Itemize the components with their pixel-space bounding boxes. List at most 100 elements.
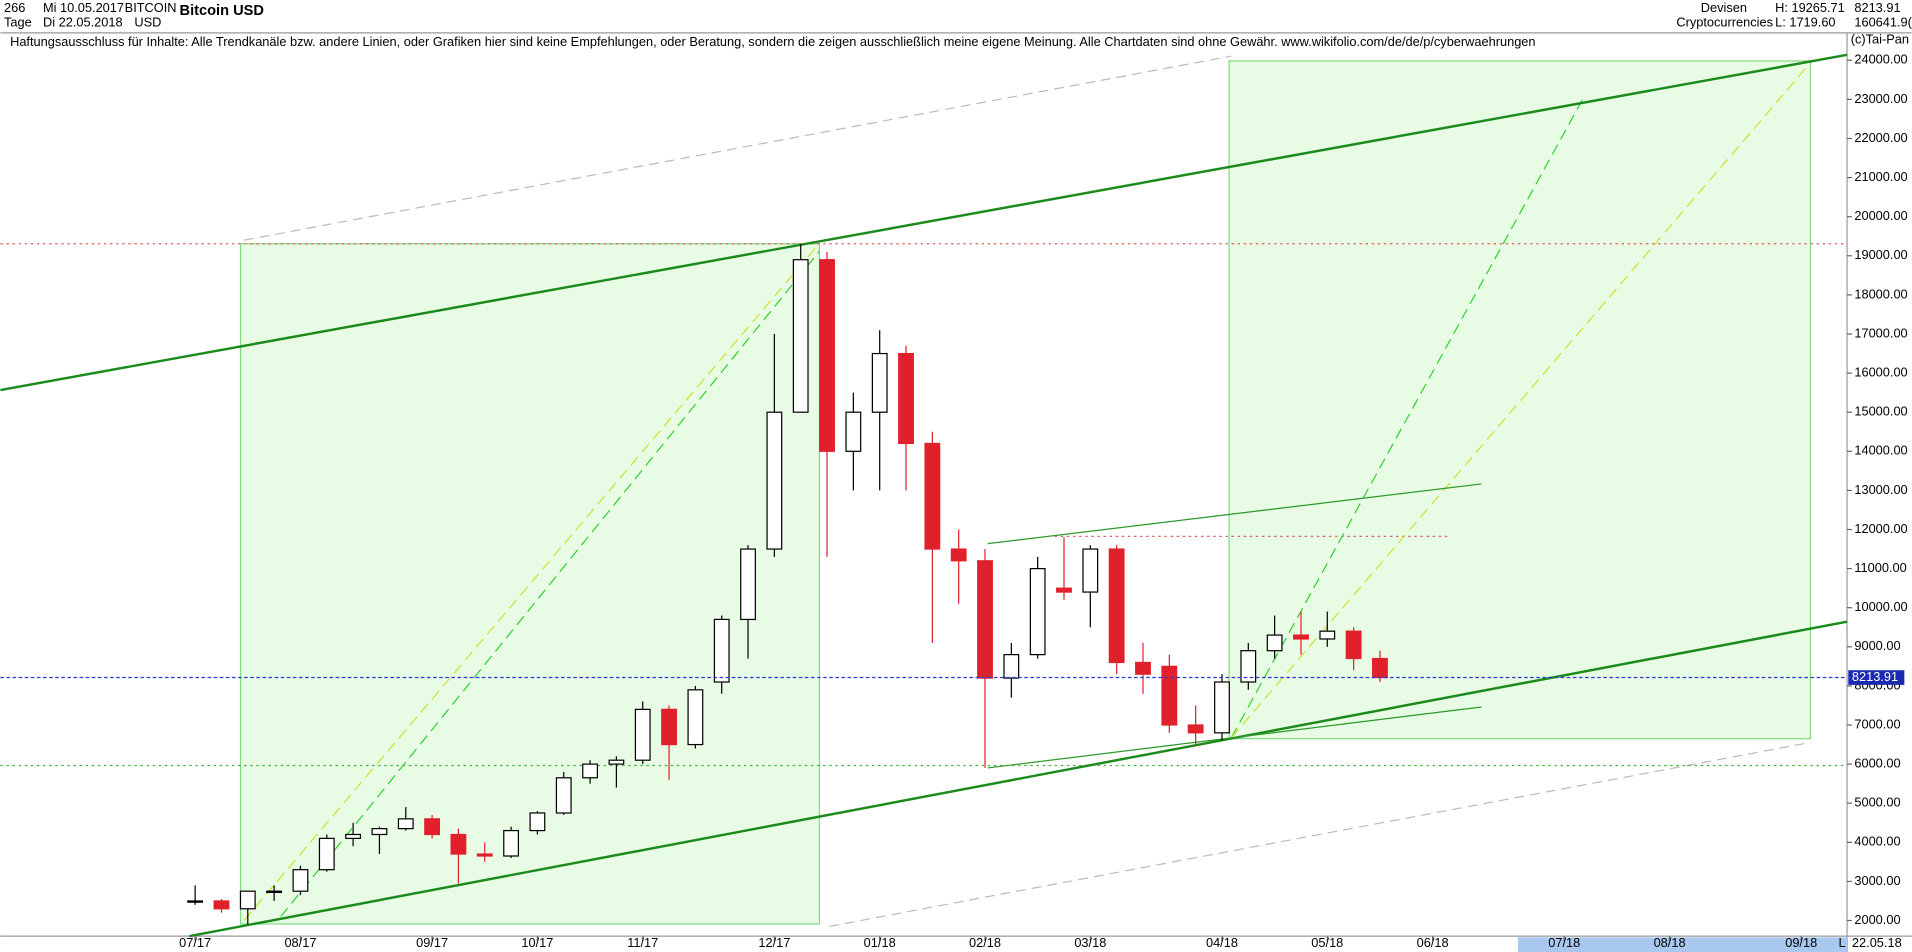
candle-body — [924, 442, 941, 550]
last-price-label: 8213.91 — [1852, 669, 1898, 684]
y-tick-label: 17000.00 — [1854, 325, 1907, 340]
header-high: H: 19265.71 — [1775, 0, 1845, 15]
projection-diagonal — [243, 245, 818, 921]
candle-body — [555, 777, 572, 814]
candle-body — [898, 352, 914, 445]
x-tick-label: 10/17 — [521, 935, 553, 950]
candle-body — [450, 833, 467, 855]
candle-body — [371, 828, 388, 836]
candle-body — [1319, 630, 1336, 640]
candle-body — [318, 837, 335, 871]
x-tick-label: 08/17 — [284, 935, 316, 950]
candle-body — [345, 833, 362, 840]
header-symbol: BITCOIN — [125, 0, 177, 15]
y-tick-label: 4000.00 — [1854, 834, 1900, 849]
y-tick-label: 14000.00 — [1854, 443, 1907, 458]
candle-body — [397, 818, 414, 830]
candle-body — [266, 890, 283, 894]
x-tick-label: 04/18 — [1206, 935, 1238, 950]
y-tick-label: 20000.00 — [1854, 208, 1907, 223]
candle-body — [766, 411, 783, 550]
candle-body — [819, 259, 835, 452]
candle-body — [950, 548, 967, 562]
copyright: (c)Tai-Pan — [1851, 32, 1909, 47]
y-tick-label: 22000.00 — [1854, 130, 1907, 145]
candle-body — [713, 618, 730, 683]
candle-body — [1214, 681, 1230, 734]
x-tick-label: 06/18 — [1417, 935, 1449, 950]
y-tick-label: 5000.00 — [1854, 795, 1900, 810]
candle-body — [1240, 650, 1257, 683]
y-tick-label: 21000.00 — [1854, 169, 1907, 184]
x-tick-label: 07/18 — [1548, 935, 1580, 950]
candle-body — [871, 352, 888, 413]
candle-body — [1082, 548, 1099, 593]
y-tick-label: 15000.00 — [1854, 404, 1907, 419]
candle-body — [476, 853, 493, 857]
candle-body — [1266, 634, 1283, 652]
y-tick-label: 23000.00 — [1854, 91, 1907, 106]
candle-body — [1161, 665, 1178, 726]
candle-body — [1345, 630, 1362, 660]
y-tick-label: 18000.00 — [1854, 286, 1907, 301]
y-tick-label: 24000.00 — [1854, 52, 1907, 67]
x-tick-label: 01/18 — [864, 935, 896, 950]
triangle-line — [987, 706, 1482, 769]
future-band — [1517, 937, 1848, 952]
last-price-box — [1848, 670, 1905, 685]
y-tick-label: 7000.00 — [1854, 716, 1900, 731]
header: 266 Mi 10.05.2017 BITCOIN Tage Di 22.05.… — [4, 0, 1912, 950]
candle-body — [187, 900, 204, 903]
candle-body — [292, 869, 309, 892]
candle-body — [1003, 654, 1020, 679]
x-tick-label: 05/18 — [1311, 935, 1343, 950]
candle-body — [1372, 657, 1388, 679]
header-last: 8213.91 — [1854, 0, 1900, 15]
candle-body — [608, 759, 625, 765]
disclaimer: Haftungsausschluss für Inhalte: Alle Tre… — [10, 34, 1535, 49]
candle-body — [1293, 634, 1309, 640]
projection-diagonal — [1230, 94, 1586, 738]
chart-title: Bitcoin USD — [180, 3, 264, 19]
candle-body — [424, 818, 441, 836]
candle-body — [213, 900, 230, 910]
trend-channel-top — [0, 53, 1848, 392]
candle-body — [634, 708, 651, 761]
candle-body — [239, 890, 256, 910]
candle-body — [661, 708, 677, 746]
header-period: Tage — [4, 15, 32, 30]
header-currency: USD — [134, 15, 161, 30]
candle-body — [792, 259, 809, 413]
candle-body — [1108, 548, 1125, 664]
x-tick-label: 03/18 — [1074, 935, 1106, 950]
x-tick-label: 11/17 — [627, 935, 658, 950]
x-tick-label: 09/18 — [1785, 935, 1817, 950]
candle-body — [687, 689, 704, 746]
candle-body — [503, 829, 520, 857]
header-group: Devisen — [1701, 0, 1747, 15]
y-tick-label: 11000.00 — [1854, 560, 1906, 575]
candle-body — [977, 560, 993, 679]
x-tick-label: 09/17 — [416, 935, 448, 950]
y-tick-label: 10000.00 — [1854, 599, 1907, 614]
channel-dashed — [829, 742, 1805, 928]
x-tick-label: 07/17 — [179, 935, 211, 950]
y-tick-label: 3000.00 — [1854, 873, 1900, 888]
header-low: L: 1719.60 — [1775, 15, 1835, 30]
candle-body — [740, 548, 756, 621]
candle-body — [1135, 661, 1151, 675]
x-tick-label: 08/18 — [1654, 935, 1686, 950]
y-tick-label: 2000.00 — [1854, 912, 1900, 927]
trend-channel-bottom — [189, 620, 1848, 938]
channel-dashed — [244, 55, 1232, 241]
x-tick-label: 12/17 — [758, 935, 790, 950]
y-tick-label: 13000.00 — [1854, 482, 1907, 497]
candle-body — [582, 763, 598, 779]
header-subgroup: Cryptocurrencies — [1676, 15, 1773, 30]
y-tick-label: 19000.00 — [1854, 247, 1907, 262]
projection-box — [1228, 60, 1812, 740]
footer-mode: L — [1839, 935, 1846, 950]
candle-body — [1187, 724, 1204, 734]
